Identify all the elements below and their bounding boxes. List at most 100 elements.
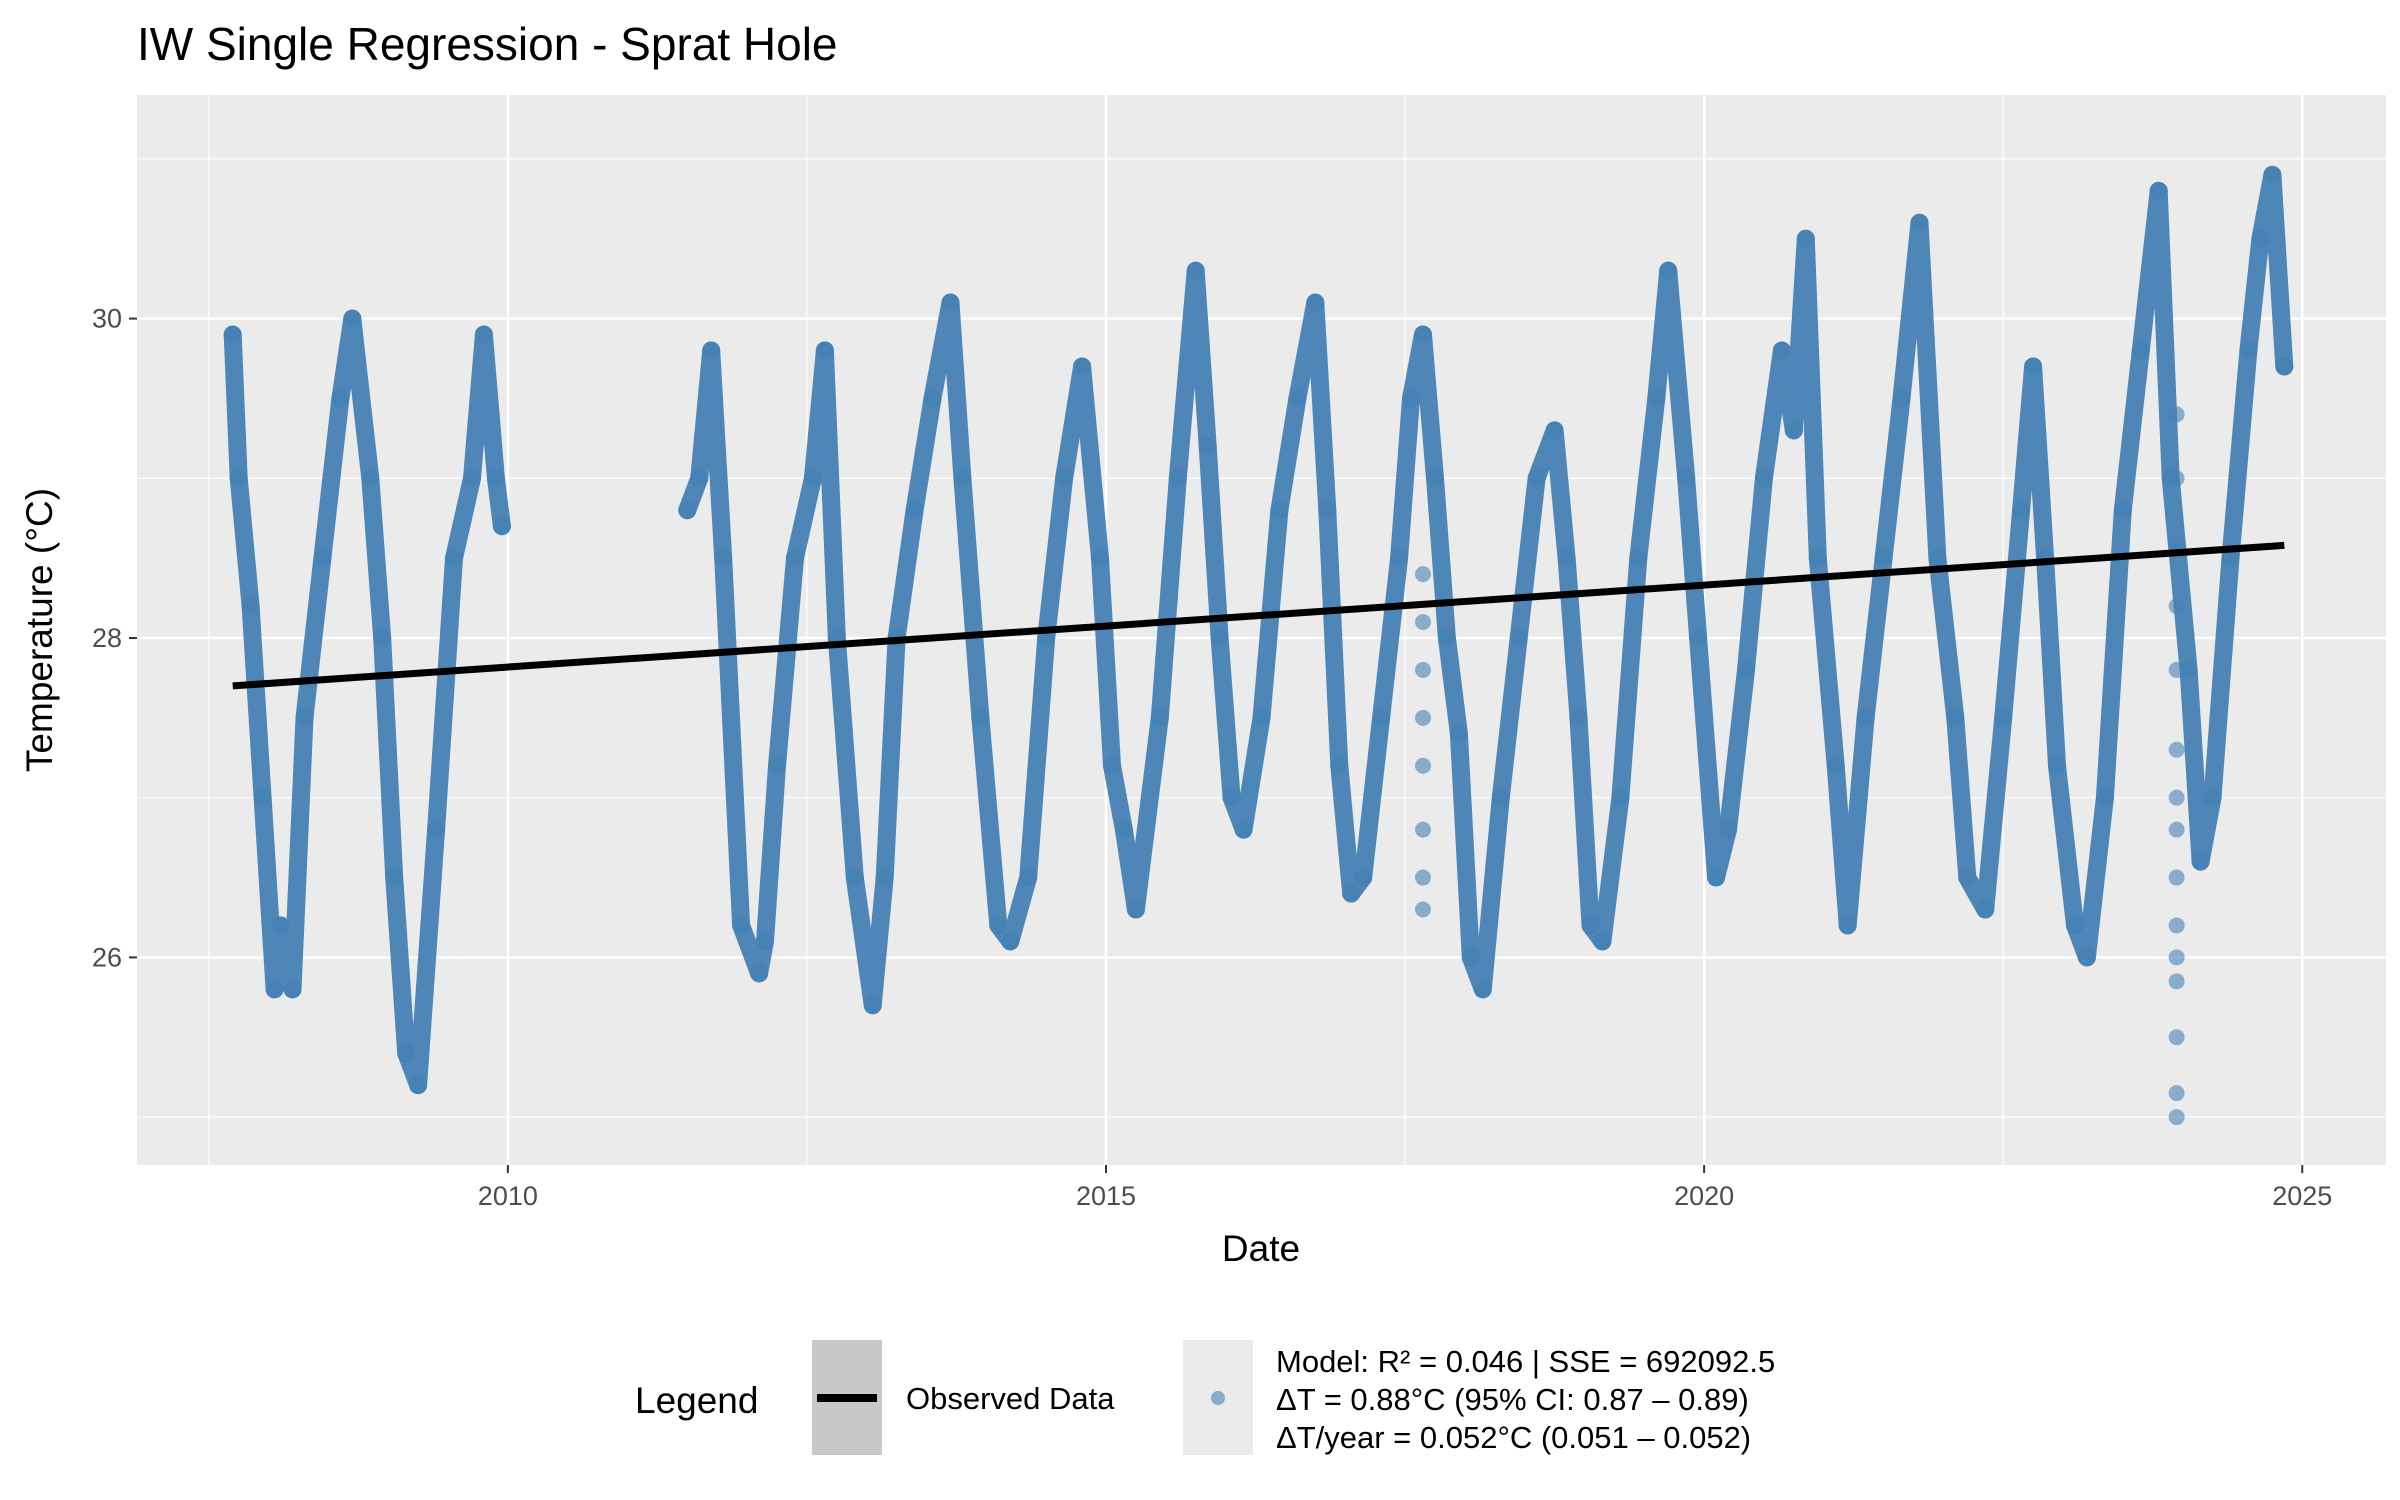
data-point: [702, 341, 721, 360]
data-point: [486, 469, 505, 488]
data-point: [756, 932, 775, 951]
data-point: [253, 788, 272, 807]
x-axis-ticks: 2010 2015 2020 2025: [478, 1165, 2332, 1211]
data-point: [1186, 261, 1205, 280]
data-point: [1856, 708, 1875, 727]
chart-title: IW Single Regression - Sprat Hole: [137, 18, 838, 70]
outlier-point: [2168, 1109, 2185, 1126]
outlier-point: [2168, 917, 2185, 934]
data-point: [845, 868, 864, 887]
data-point: [732, 916, 751, 935]
data-point: [1437, 628, 1456, 647]
data-point: [229, 469, 248, 488]
y-tick-label: 28: [92, 623, 122, 653]
data-point: [971, 708, 990, 727]
legend-line-label: Observed Data: [906, 1381, 1115, 1416]
data-point: [373, 628, 392, 647]
regression-line: [232, 541, 2285, 690]
y-tick-label: 30: [92, 304, 122, 334]
outlier-point: [1414, 901, 1431, 918]
outlier-point: [2168, 789, 2185, 806]
data-point: [1354, 868, 1373, 887]
data-point: [2191, 852, 2210, 871]
data-point: [1784, 421, 1803, 440]
data-point: [1372, 708, 1391, 727]
data-point: [1874, 549, 1893, 568]
data-point: [1126, 900, 1145, 919]
data-point: [768, 756, 787, 775]
data-point: [2113, 501, 2132, 520]
data-point: [2131, 341, 2150, 360]
data-point: [2179, 660, 2198, 679]
data-point: [1611, 788, 1630, 807]
data-point: [283, 980, 302, 999]
data-point: [1461, 948, 1480, 967]
data-point: [474, 325, 493, 344]
data-point: [2275, 357, 2294, 376]
minor-gridlines: [137, 95, 2386, 1165]
outlier-point: [2168, 406, 2185, 423]
data-point: [2149, 181, 2168, 200]
data-point: [1545, 421, 1564, 440]
outlier-point: [2168, 869, 2185, 886]
data-point: [1402, 389, 1421, 408]
y-axis-ticks: 26 28 30: [92, 304, 137, 972]
data-point: [1772, 341, 1791, 360]
data-point: [331, 389, 350, 408]
data-point: [1527, 469, 1546, 488]
x-tick-label: 2010: [478, 1181, 538, 1211]
outlier-point: [2168, 741, 2185, 758]
data-point: [1073, 357, 1092, 376]
data-point: [1707, 868, 1726, 887]
data-point: [750, 964, 769, 983]
data-point: [905, 501, 924, 520]
data-point: [1593, 932, 1612, 951]
regression-line-layer: [232, 541, 2285, 690]
data-point: [803, 469, 822, 488]
outlier-point: [1414, 821, 1431, 838]
outlier-point: [1414, 709, 1431, 726]
data-point: [492, 517, 511, 536]
data-point: [1306, 293, 1325, 312]
outlier-point: [2168, 1085, 2185, 1102]
data-point: [241, 597, 260, 616]
data-point: [445, 549, 464, 568]
data-point: [1629, 549, 1648, 568]
data-point: [1910, 213, 1929, 232]
legend-title: Legend: [635, 1380, 758, 1421]
data-point: [953, 469, 972, 488]
data-point: [1736, 660, 1755, 679]
data-point: [1168, 469, 1187, 488]
data-point: [1330, 756, 1349, 775]
outlier-point: [1414, 614, 1431, 631]
data-point: [941, 293, 960, 312]
data-point: [1001, 932, 1020, 951]
data-point: [1754, 469, 1773, 488]
data-point: [2239, 341, 2258, 360]
data-point: [1826, 756, 1845, 775]
data-point: [295, 708, 314, 727]
outlier-point: [2168, 949, 2185, 966]
data-point: [1677, 469, 1696, 488]
outlier-point: [2168, 534, 2185, 551]
data-point: [1569, 708, 1588, 727]
outlier-point: [2168, 470, 2185, 487]
data-point: [923, 389, 942, 408]
data-point: [863, 996, 882, 1015]
data-point: [2203, 788, 2222, 807]
data-point: [265, 980, 284, 999]
legend-point-label-2: ΔT = 0.88°C (95% CI: 0.87 – 0.89): [1276, 1382, 1749, 1417]
data-point: [1270, 501, 1289, 520]
legend-point-key: [1211, 1391, 1225, 1405]
data-point: [2077, 948, 2096, 967]
outlier-point: [2168, 661, 2185, 678]
x-axis-title: Date: [1222, 1228, 1300, 1269]
outlier-point: [2168, 1029, 2185, 1046]
outlier-point: [2168, 821, 2185, 838]
data-point: [1114, 820, 1133, 839]
data-point: [1509, 628, 1528, 647]
data-point: [1976, 900, 1995, 919]
data-point: [409, 1076, 428, 1095]
data-point: [1491, 788, 1510, 807]
